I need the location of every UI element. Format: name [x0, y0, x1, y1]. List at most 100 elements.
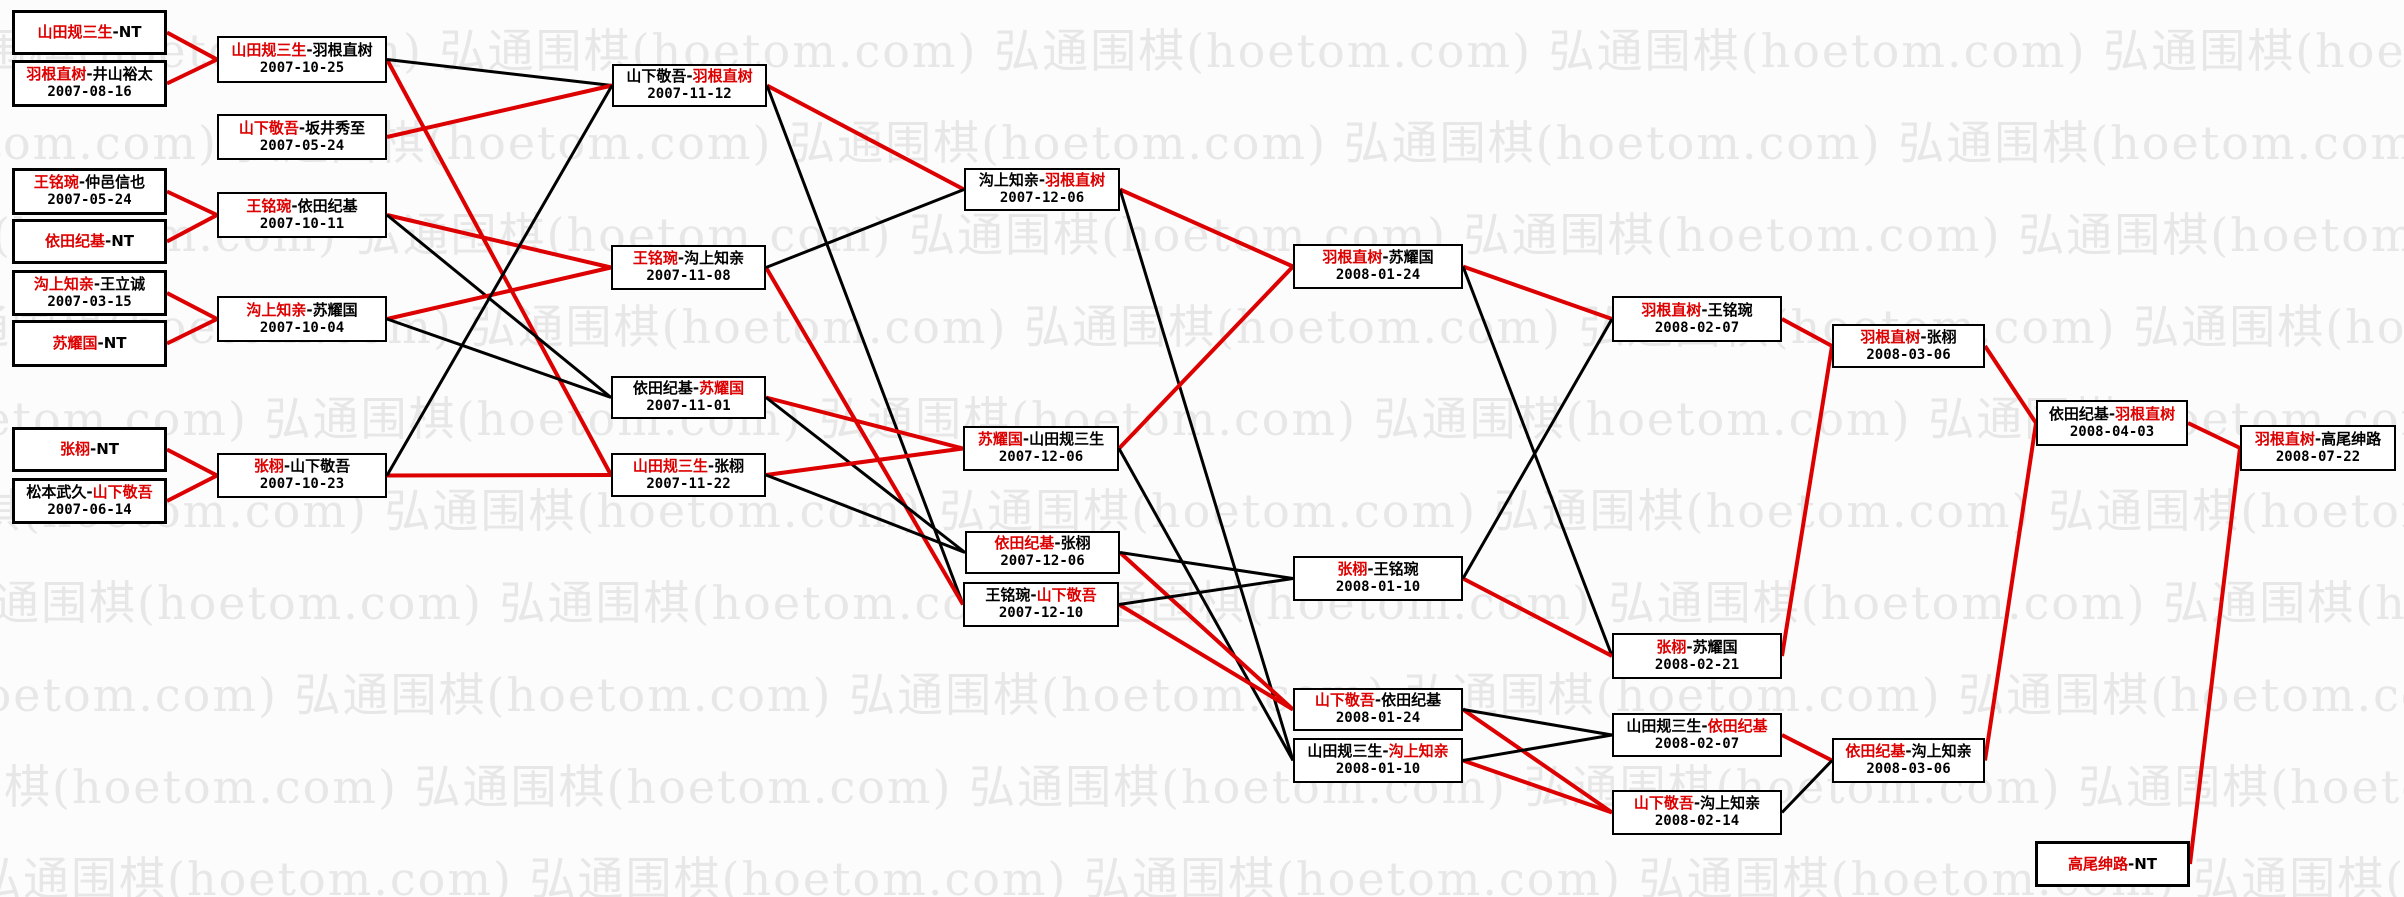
player-name-winner: 羽根直树 [692, 67, 753, 86]
match-players: 苏耀国-山田规三生 [978, 430, 1104, 449]
players-separator: - [1693, 794, 1701, 813]
match-box[interactable]: 山下敬吾-羽根直树 2007-11-12 [612, 64, 767, 107]
player-name-loser: 王立诚 [100, 274, 146, 293]
players-separator: - [1382, 248, 1389, 267]
player-name-winner: 山田规三生 [632, 456, 708, 475]
match-players: 山田规三生-沟上知亲 [1307, 742, 1448, 761]
player-name-loser: 沟上知亲 [1700, 794, 1761, 813]
match-box[interactable]: 羽根直树-张栩 2008-03-06 [1832, 324, 1985, 368]
player-name-loser: 山下敬吾 [626, 67, 687, 86]
match-players: 王铭琬-沟上知亲 [633, 249, 744, 268]
match-box[interactable]: 山下敬吾-沟上知亲 2008-02-14 [1612, 790, 1782, 835]
player-name-loser: 张栩 [1926, 327, 1957, 346]
match-box[interactable]: 依田纪基-NT [12, 219, 167, 264]
player-name-winner: 羽根直树 [1322, 248, 1383, 267]
player-name-winner: 山下敬吾 [1036, 586, 1097, 605]
player-name-winner: 沟上知亲 [33, 274, 94, 293]
match-box[interactable]: 张栩-山下敬吾 2007-10-23 [217, 453, 387, 498]
match-box[interactable]: 松本武久-山下敬吾 2007-06-14 [12, 478, 167, 524]
match-box[interactable]: 张栩-苏耀国 2008-02-21 [1612, 633, 1782, 679]
match-box[interactable]: 依田纪基-张栩 2007-12-06 [965, 531, 1120, 574]
players-separator: - [104, 232, 112, 251]
match-date: 2008-02-21 [1654, 656, 1740, 673]
match-box[interactable]: 山下敬吾-坂井秀至 2007-05-24 [217, 114, 387, 160]
match-players: 山下敬吾-坂井秀至 [239, 119, 365, 138]
player-name-loser: NT [118, 23, 142, 42]
match-players: 沟上知亲-王立诚 [34, 275, 145, 294]
players-separator: - [1022, 430, 1030, 449]
match-box[interactable]: 张栩-王铭琬 2008-01-10 [1293, 556, 1463, 601]
match-box[interactable]: 王铭琬-仲邑信也 2007-05-24 [12, 168, 167, 215]
match-date: 2007-11-22 [646, 475, 731, 492]
connector-line-loss [1462, 708, 1613, 737]
players-separator: - [1382, 742, 1389, 761]
match-date: 2007-10-25 [259, 60, 345, 77]
match-date: 2007-08-16 [47, 84, 132, 101]
connector-line-win [1461, 707, 1614, 815]
match-box[interactable]: 羽根直树-高尾绅路 2008-07-22 [2240, 425, 2396, 471]
match-box[interactable]: 张栩-NT [12, 427, 167, 472]
match-box[interactable]: 王铭琬-山下敬吾 2007-12-10 [963, 582, 1119, 627]
match-date: 2008-03-06 [1866, 761, 1951, 778]
match-box[interactable]: 沟上知亲-王立诚 2007-03-15 [12, 270, 167, 316]
connector-line-loss [386, 317, 612, 399]
players-separator: - [93, 274, 101, 293]
match-date: 2008-02-07 [1654, 319, 1740, 336]
player-name-loser: 山田规三生 [1029, 430, 1105, 449]
watermark-text: 弘通围棋(hoetom.com) 弘通围棋(hoetom.com) 弘通围棋(h… [0, 116, 2404, 170]
match-players: 羽根直树-苏耀国 [1322, 248, 1433, 267]
connector-line-loss [1117, 447, 1295, 762]
connector-line-win [1983, 344, 2038, 425]
match-players: 依田纪基-羽根直树 [2049, 405, 2175, 424]
match-date: 2007-10-23 [259, 476, 345, 493]
watermark-text: 弘通围棋(hoetom.com) 弘通围棋(hoetom.com) 弘通围棋(h… [0, 668, 2404, 722]
match-box[interactable]: 山田规三生-张栩 2007-11-22 [611, 453, 766, 497]
match-box[interactable]: 苏耀国-山田规三生 2007-12-06 [963, 426, 1119, 471]
match-date: 2007-12-06 [998, 449, 1084, 466]
player-name-winner: 羽根直树 [1641, 300, 1702, 319]
match-players: 沟上知亲-苏耀国 [246, 301, 357, 320]
match-date: 2008-02-14 [1654, 813, 1740, 830]
match-box[interactable]: 羽根直树-王铭琬 2008-02-07 [1612, 296, 1782, 342]
match-date: 2007-06-14 [47, 501, 132, 518]
match-box[interactable]: 依田纪基-沟上知亲 2008-03-06 [1832, 738, 1985, 783]
player-name-winner: 沟上知亲 [1388, 742, 1449, 761]
match-players: 山下敬吾-沟上知亲 [1634, 794, 1760, 813]
match-box[interactable]: 羽根直树-井山裕太 2007-08-16 [12, 60, 167, 107]
player-name-loser: 苏耀国 [1692, 637, 1738, 656]
match-box[interactable]: 羽根直树-苏耀国 2008-01-24 [1293, 244, 1463, 289]
connector-line-win [166, 57, 218, 86]
match-box[interactable]: 王铭琬-沟上知亲 2007-11-08 [611, 245, 766, 290]
match-players: 羽根直树-井山裕太 [26, 65, 152, 84]
players-separator: - [1920, 327, 1927, 346]
match-players: 王铭琬-山下敬吾 [985, 586, 1096, 605]
player-name-winner: 张栩 [59, 440, 90, 459]
match-date: 2007-12-06 [999, 190, 1085, 207]
connector-line-win [166, 189, 218, 217]
watermark-text: 弘通围棋(hoetom.com) 弘通围棋(hoetom.com) 弘通围棋(h… [0, 484, 2404, 538]
match-box[interactable]: 高尾绅路-NT [2035, 841, 2190, 887]
match-box[interactable]: 苏耀国-NT [12, 320, 167, 367]
connector-line-win [765, 395, 964, 451]
match-date: 2008-04-03 [2069, 423, 2155, 440]
match-box[interactable]: 山田规三生-羽根直树 2007-10-25 [217, 36, 387, 83]
match-box[interactable]: 沟上知亲-羽根直树 2007-12-06 [964, 168, 1120, 211]
match-box[interactable]: 依田纪基-苏耀国 2007-11-01 [611, 376, 766, 419]
match-box[interactable]: 山田规三生-NT [12, 10, 167, 55]
players-separator: - [1686, 637, 1693, 656]
match-box[interactable]: 王铭琬-依田纪基 2007-10-11 [217, 192, 387, 238]
player-name-winner: 山下敬吾 [238, 118, 299, 137]
match-box[interactable]: 山田规三生-沟上知亲 2008-01-10 [1293, 738, 1463, 783]
watermark-text: 弘通围棋(hoetom.com) 弘通围棋(hoetom.com) 弘通围棋(h… [0, 852, 2404, 897]
match-date: 2007-12-10 [998, 605, 1084, 622]
player-name-loser: 坂井秀至 [305, 118, 366, 137]
player-name-winner: 山下敬吾 [1314, 691, 1375, 710]
match-box[interactable]: 沟上知亲-苏耀国 2007-10-04 [217, 296, 387, 342]
connector-line-win [1119, 187, 1294, 269]
match-box[interactable]: 山田规三生-依田纪基 2008-02-07 [1612, 713, 1782, 757]
match-box[interactable]: 山下敬吾-依田纪基 2008-01-24 [1293, 688, 1463, 731]
connector-line-loss [765, 188, 965, 269]
match-box[interactable]: 依田纪基-羽根直树 2008-04-03 [2036, 400, 2188, 446]
player-name-loser: 仲邑信也 [85, 173, 146, 192]
